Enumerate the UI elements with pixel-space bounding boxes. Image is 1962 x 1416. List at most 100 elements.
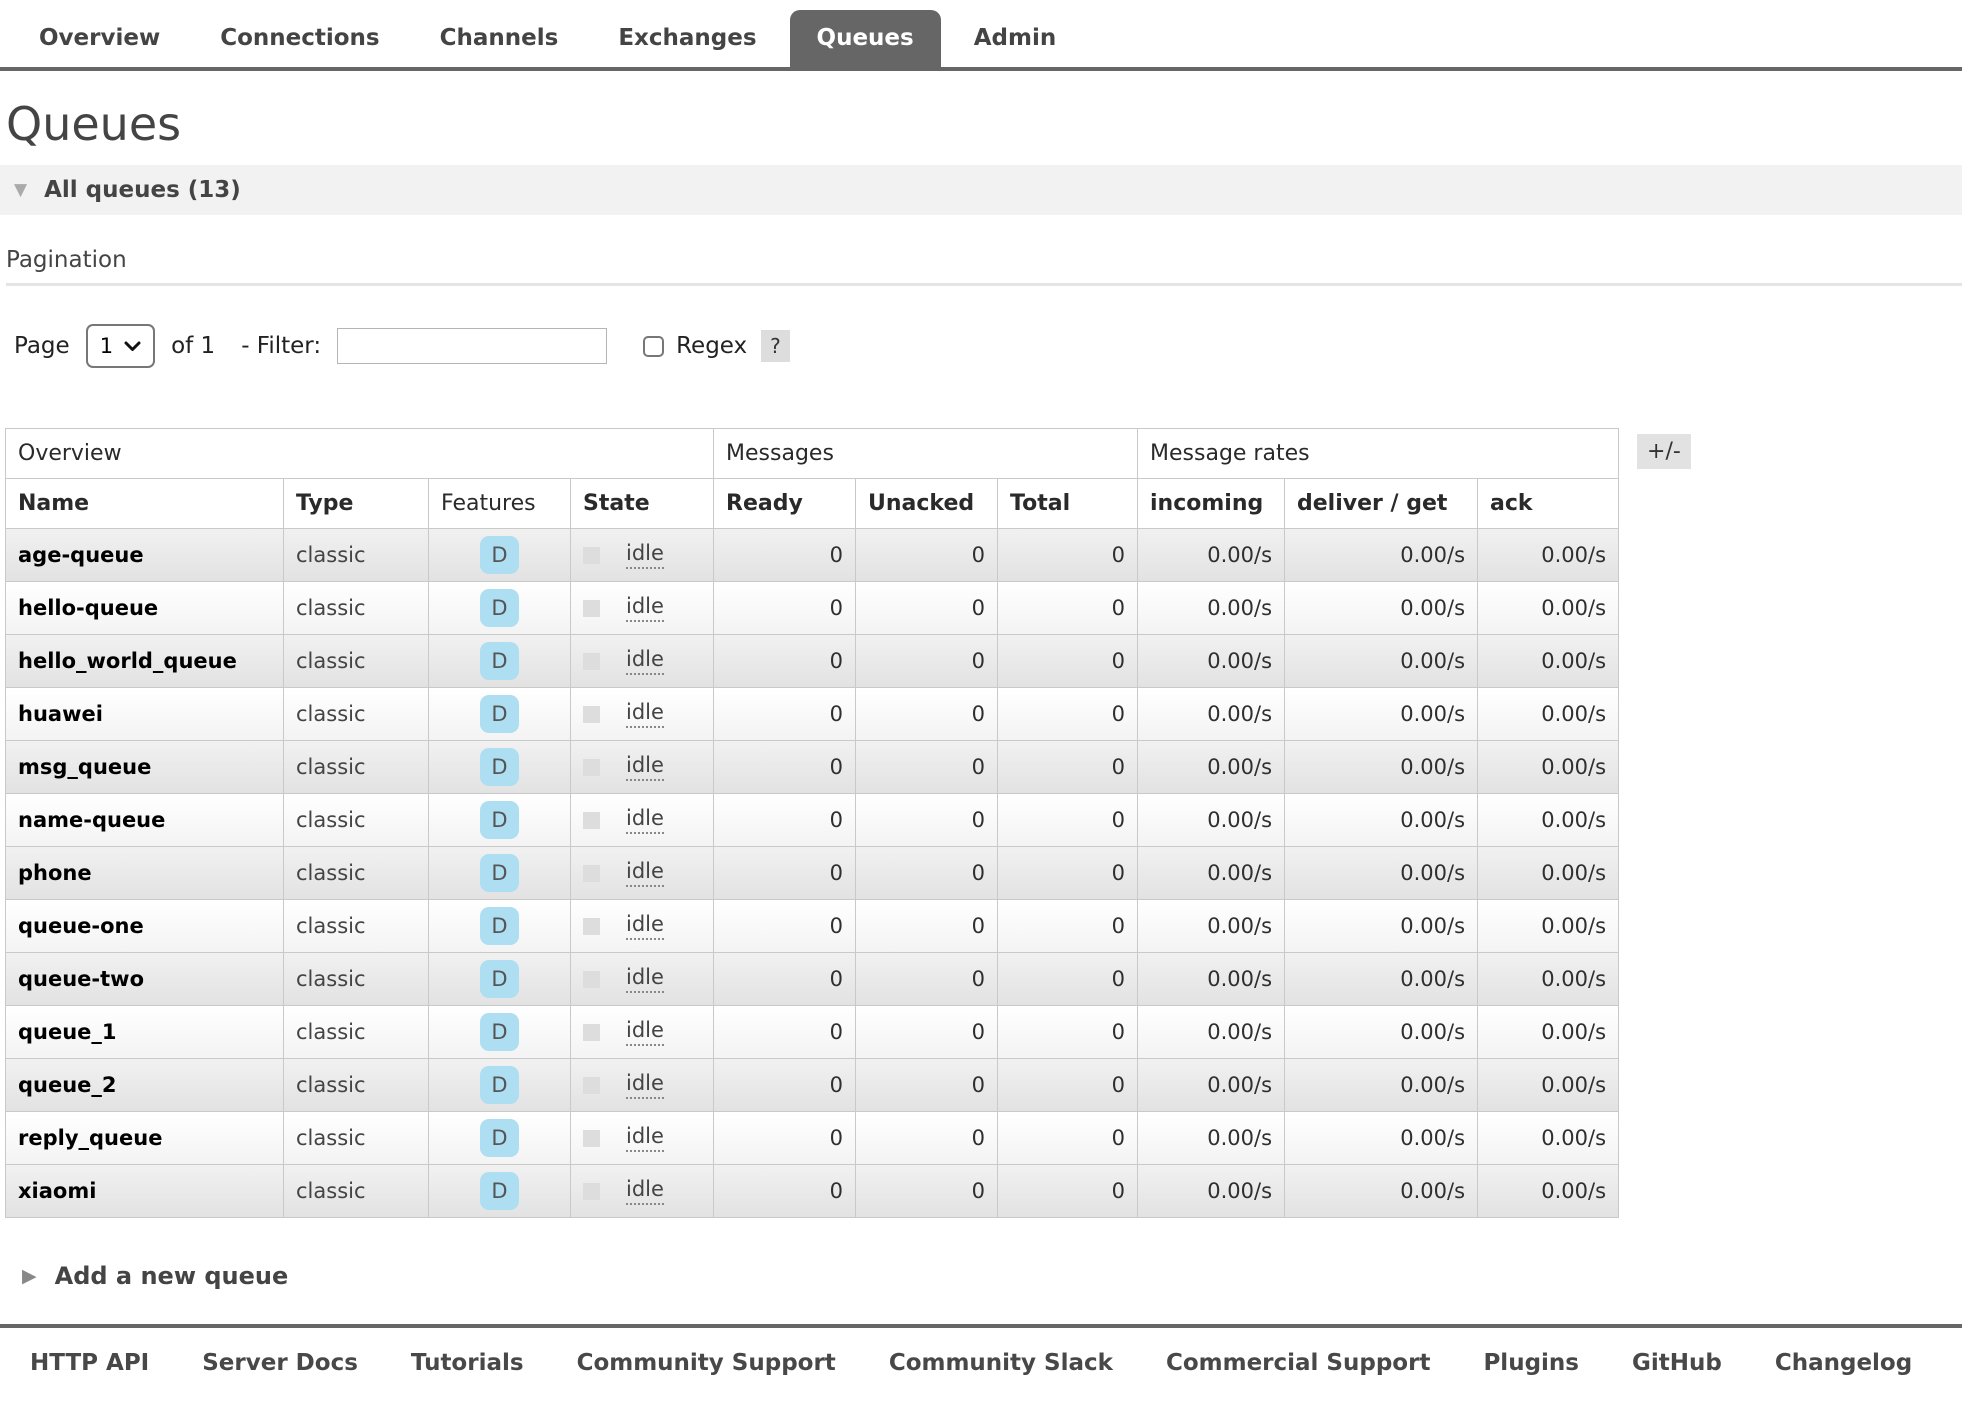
ready-cell: 0 [713,528,857,582]
queue-name[interactable]: phone [5,846,284,900]
regex-checkbox[interactable] [643,335,665,357]
queue-name[interactable]: queue_1 [5,1005,284,1059]
footer-link-commercial-support[interactable]: Commercial Support [1165,1350,1431,1376]
queue-state-cell: idle [569,528,715,582]
state-label: idle [626,1071,664,1099]
filter-label: - Filter: [241,333,322,359]
incoming-rate-cell: 0.00/s [1137,1111,1286,1165]
column-header-name[interactable]: Name [5,478,284,529]
tab-overview[interactable]: Overview [39,25,161,51]
durable-feature-badge: D [480,642,519,680]
incoming-rate-cell: 0.00/s [1137,740,1286,794]
queue-name[interactable]: queue_2 [5,1058,284,1112]
unacked-cell: 0 [855,1164,999,1218]
column-header-unacked[interactable]: Unacked [855,478,999,529]
state-label: idle [626,594,664,622]
queue-name[interactable]: hello_world_queue [5,634,284,688]
queue-name[interactable]: huawei [5,687,284,741]
footer-link-tutorials[interactable]: Tutorials [410,1350,524,1376]
footer-link-plugins[interactable]: Plugins [1483,1350,1579,1376]
durable-feature-badge: D [480,748,519,786]
queue-name[interactable]: msg_queue [5,740,284,794]
footer-link-changelog[interactable]: Changelog [1774,1350,1913,1376]
column-toggle-button[interactable]: +/- [1637,434,1691,469]
unacked-cell: 0 [855,793,999,847]
state-indicator-square [583,599,600,617]
incoming-rate-cell: 0.00/s [1137,1005,1286,1059]
queues-table-area: Overview Messages Message rates Name Type Fea… [4,428,1962,1218]
tab-queues[interactable]: Queues [789,10,941,67]
all-queues-section-header[interactable]: ▼ All queues (13) [0,165,1962,215]
ready-cell: 0 [713,793,857,847]
unacked-cell: 0 [855,687,999,741]
queue-type: classic [283,740,429,794]
add-queue-label: Add a new queue [54,1262,289,1290]
unacked-cell: 0 [855,846,999,900]
footer-link-community-slack[interactable]: Community Slack [888,1350,1113,1376]
column-header-state[interactable]: State [569,478,715,529]
column-header-deliver-get[interactable]: deliver / get [1284,478,1479,529]
footer-link-server-docs[interactable]: Server Docs [202,1350,358,1376]
tab-channels[interactable]: Channels [439,25,559,51]
page-select[interactable]: 1 [85,324,156,368]
state-indicator-square [583,811,600,829]
queue-state-cell: idle [569,1164,715,1218]
deliver-get-rate-cell: 0.00/s [1284,899,1479,953]
state-label: idle [626,700,664,728]
column-header-ready[interactable]: Ready [713,478,857,529]
queue-name[interactable]: queue-two [5,952,284,1006]
queue-state-cell: idle [569,899,715,953]
state-indicator-square [583,1023,600,1041]
column-header-total[interactable]: Total [997,478,1139,529]
queue-state-cell: idle [569,740,715,794]
footer-link-http-api[interactable]: HTTP API [30,1350,150,1376]
deliver-get-rate-cell: 0.00/s [1284,1005,1479,1059]
queue-type: classic [283,634,429,688]
ack-rate-cell: 0.00/s [1477,1164,1620,1218]
ready-cell: 0 [713,634,857,688]
queue-name[interactable]: reply_queue [5,1111,284,1165]
queue-state-cell: idle [569,1058,715,1112]
unacked-cell: 0 [855,952,999,1006]
queue-features-cell: D [428,740,571,794]
queue-features-cell: D [428,634,571,688]
queue-state-cell: idle [569,846,715,900]
footer-link-community-support[interactable]: Community Support [576,1350,836,1376]
chevron-down-icon [124,341,141,351]
footer-link-github[interactable]: GitHub [1631,1350,1722,1376]
unacked-cell: 0 [855,1111,999,1165]
ready-cell: 0 [713,952,857,1006]
unacked-cell: 0 [855,634,999,688]
durable-feature-badge: D [480,1119,519,1157]
queue-name[interactable]: queue-one [5,899,284,953]
deliver-get-rate-cell: 0.00/s [1284,528,1479,582]
help-badge[interactable]: ? [761,330,790,362]
queue-name[interactable]: age-queue [5,528,284,582]
total-cell: 0 [997,581,1139,635]
total-cell: 0 [997,1005,1139,1059]
queue-type: classic [283,899,429,953]
add-queue-section-header[interactable]: ▶ Add a new queue [22,1262,1962,1290]
column-header-incoming[interactable]: incoming [1137,478,1286,529]
tab-exchanges[interactable]: Exchanges [618,25,757,51]
queue-name[interactable]: xiaomi [5,1164,284,1218]
page-select-value: 1 [99,334,114,358]
tab-admin[interactable]: Admin [973,25,1057,51]
column-header-type[interactable]: Type [283,478,429,529]
filter-input[interactable] [337,328,608,364]
queue-type: classic [283,581,429,635]
incoming-rate-cell: 0.00/s [1137,846,1286,900]
tab-connections[interactable]: Connections [220,25,380,51]
queue-name[interactable]: name-queue [5,793,284,847]
state-indicator-square [583,758,600,776]
ack-rate-cell: 0.00/s [1477,740,1620,794]
ready-cell: 0 [713,1164,857,1218]
queue-name[interactable]: hello-queue [5,581,284,635]
column-header-ack[interactable]: ack [1477,478,1620,529]
